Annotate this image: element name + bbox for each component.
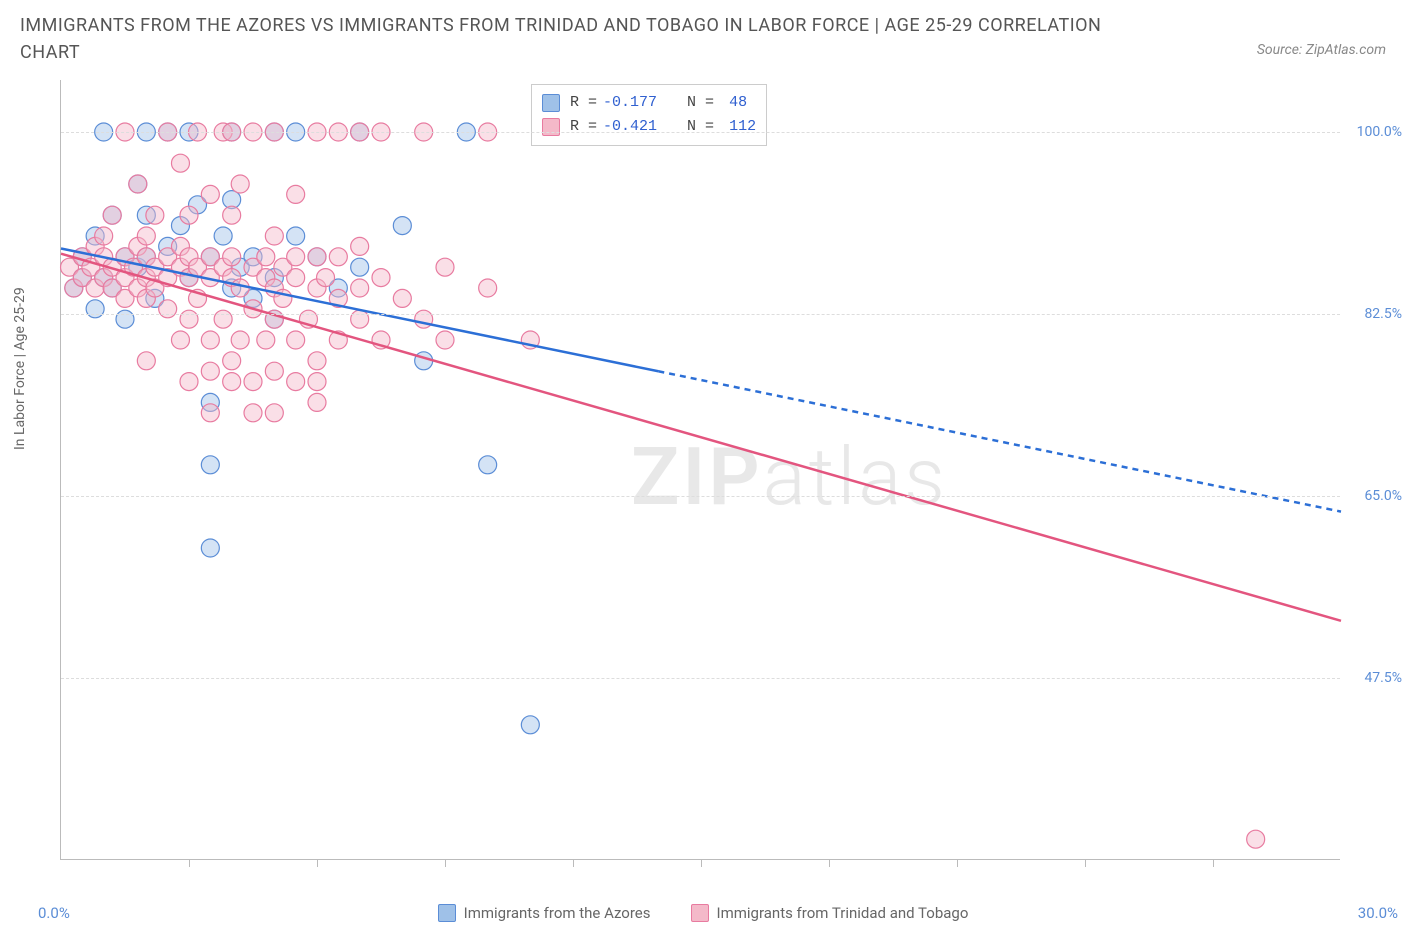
x-tick <box>445 859 446 867</box>
x-tick <box>317 859 318 867</box>
x-tick <box>1085 859 1086 867</box>
legend-label: Immigrants from Trinidad and Tobago <box>717 904 969 922</box>
y-tick-label: 82.5% <box>1364 306 1402 322</box>
x-tick <box>189 859 190 867</box>
legend-item: Immigrants from Trinidad and Tobago <box>691 904 969 922</box>
y-tick-label: 47.5% <box>1364 670 1402 686</box>
x-tick <box>1213 859 1214 867</box>
x-tick <box>957 859 958 867</box>
x-tick <box>701 859 702 867</box>
x-tick <box>829 859 830 867</box>
legend-swatch <box>691 904 709 922</box>
chart-plot-area: ZIPatlas R = -0.177 N = 48R = -0.421 N =… <box>60 80 1340 860</box>
stats-row: R = -0.177 N = 48 <box>542 91 756 115</box>
y-tick-label: 65.0% <box>1364 488 1402 504</box>
legend-bottom: Immigrants from the Azores Immigrants fro… <box>0 904 1406 922</box>
chart-title: IMMIGRANTS FROM THE AZORES VS IMMIGRANTS… <box>20 12 1120 66</box>
legend-item: Immigrants from the Azores <box>438 904 651 922</box>
stats-row: R = -0.421 N = 112 <box>542 115 756 139</box>
grid-line <box>61 496 1340 497</box>
legend-label: Immigrants from the Azores <box>464 904 651 922</box>
scatter-svg <box>61 80 1340 859</box>
grid-line <box>61 314 1340 315</box>
grid-line <box>61 678 1340 679</box>
legend-swatch <box>542 118 560 136</box>
grid-line <box>61 132 1340 133</box>
x-tick <box>573 859 574 867</box>
source-label: Source: ZipAtlas.com <box>1257 42 1386 58</box>
stats-legend-box: R = -0.177 N = 48R = -0.421 N = 112 <box>531 84 767 146</box>
legend-swatch <box>438 904 456 922</box>
legend-swatch <box>542 94 560 112</box>
y-tick-label: 100.0% <box>1357 124 1402 140</box>
y-axis-label: In Labor Force | Age 25-29 <box>12 287 28 450</box>
